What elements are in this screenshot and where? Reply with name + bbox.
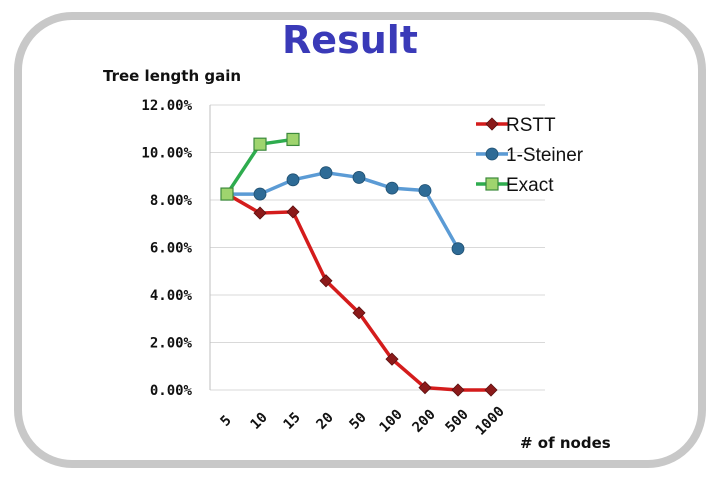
x-tick-label: 100 <box>377 407 406 436</box>
legend-label: Exact <box>506 175 554 196</box>
legend-marker <box>485 147 499 161</box>
data-point <box>319 166 333 180</box>
x-tick-label: 20 <box>314 410 337 433</box>
x-axis-title: # of nodes <box>520 434 611 452</box>
x-tick-label: 15 <box>281 410 304 433</box>
data-point <box>319 274 333 288</box>
data-point <box>253 187 267 201</box>
legend-marker <box>485 177 499 191</box>
series-markers <box>220 132 498 397</box>
legend-marker <box>485 117 499 131</box>
data-point <box>418 381 432 395</box>
x-tick-label: 10 <box>248 410 271 433</box>
y-tick-label: 2.00% <box>150 336 193 352</box>
data-point <box>352 171 366 184</box>
data-point <box>451 242 465 256</box>
data-point <box>418 184 432 197</box>
slide-title: Result <box>282 18 418 62</box>
legend: RSTT 1-Steiner Exact <box>476 115 584 196</box>
y-tick-label: 4.00% <box>150 288 193 304</box>
y-axis-title: Tree length gain <box>103 67 241 85</box>
y-tick-label: 8.00% <box>150 193 193 209</box>
x-tick-label: 5 <box>218 413 235 430</box>
data-point <box>385 181 399 195</box>
x-tick-labels: 5 10 15 20 50 100 200 500 1000 <box>218 404 508 439</box>
y-tick-label: 10.00% <box>141 146 192 162</box>
data-point <box>451 383 465 397</box>
x-tick-label: 1000 <box>473 404 508 439</box>
y-tick-label: 6.00% <box>150 241 193 257</box>
slide-frame <box>14 12 706 468</box>
series-line-rstt <box>226 192 491 392</box>
data-point <box>286 205 300 219</box>
data-point <box>286 132 300 147</box>
y-tick-label: 12.00% <box>141 98 192 114</box>
data-point <box>220 187 234 201</box>
legend-label: 1-Steiner <box>506 145 584 166</box>
y-tick-labels: 0.00% 2.00% 4.00% 6.00% 8.00% 10.00% 12.00% <box>141 98 192 399</box>
x-tick-label: 50 <box>347 410 370 433</box>
data-point <box>484 383 498 397</box>
x-tick-label: 200 <box>410 407 439 436</box>
data-point <box>253 206 267 220</box>
y-tick-label: 0.00% <box>150 383 193 399</box>
data-point <box>352 306 366 320</box>
legend-label: RSTT <box>506 115 556 136</box>
data-point <box>253 137 267 151</box>
x-tick-label: 500 <box>443 407 472 436</box>
data-point <box>286 173 300 187</box>
data-point <box>385 352 399 366</box>
